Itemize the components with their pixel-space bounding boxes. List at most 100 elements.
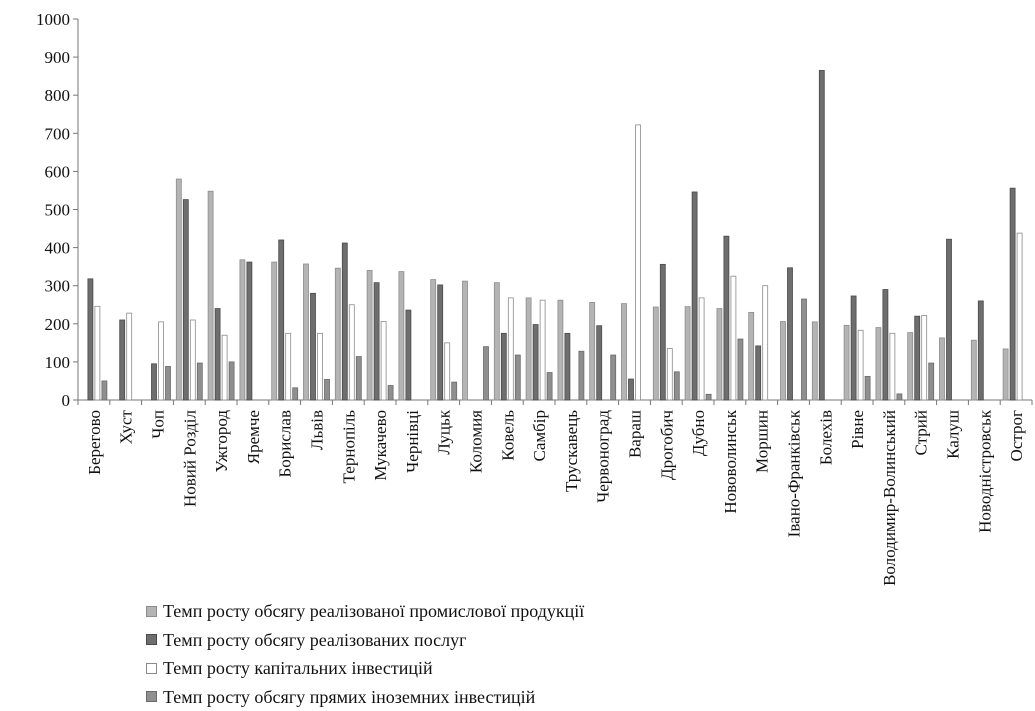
bar [685, 307, 690, 400]
x-category-label: Самбір [530, 410, 549, 462]
bar [318, 333, 323, 400]
y-tick-label: 0 [62, 391, 71, 410]
x-category-label: Володимир-Волинський [880, 410, 899, 586]
bar [540, 300, 545, 400]
y-tick-label: 1000 [36, 10, 70, 29]
bar [445, 343, 450, 400]
legend-swatch-fdi [146, 691, 157, 702]
bar [197, 363, 202, 400]
x-category-label: Болехів [816, 410, 835, 465]
bar [501, 333, 506, 400]
y-tick-label: 100 [45, 353, 71, 372]
y-tick-label: 200 [45, 315, 71, 334]
x-category-label: Новодністровськ [975, 409, 994, 533]
bar [356, 357, 361, 400]
bar [166, 366, 171, 400]
bar [374, 283, 379, 400]
bar [342, 243, 347, 400]
bar [494, 283, 499, 400]
y-tick-label: 400 [45, 239, 71, 258]
bar [102, 381, 107, 400]
x-category-label: Рівне [848, 410, 867, 449]
y-tick-label: 900 [45, 48, 71, 67]
bar [819, 70, 824, 400]
bar [95, 306, 100, 400]
x-category-label: Дрогобич [657, 410, 676, 480]
y-tick-label: 800 [45, 86, 71, 105]
legend-item-fdi: Темп росту обсягу прямих іноземних інвес… [146, 683, 584, 711]
bar [515, 355, 520, 400]
bar [706, 394, 711, 400]
x-category-label: Берегово [85, 410, 104, 475]
bar [724, 236, 729, 400]
bar [876, 328, 881, 400]
bar [971, 340, 976, 400]
bar [120, 320, 125, 400]
x-category-label: Калуш [944, 410, 963, 459]
x-category-label: Дубно [689, 410, 708, 456]
bar [304, 264, 309, 400]
bar [381, 322, 386, 400]
y-tick-label: 500 [45, 201, 71, 220]
bars [88, 70, 1022, 400]
bar [438, 285, 443, 400]
bar [883, 290, 888, 400]
bar [311, 293, 316, 400]
legend-swatch-services [146, 634, 157, 645]
x-category-label: Ковель [498, 410, 517, 461]
x-category-label: Львів [308, 410, 327, 450]
bar [547, 373, 552, 400]
bar [293, 388, 298, 400]
bar [222, 335, 227, 400]
bar [699, 298, 704, 400]
bar [674, 372, 679, 400]
bar [183, 200, 188, 400]
bar [152, 364, 157, 400]
bar [279, 240, 284, 400]
x-category-label: Тернопіль [339, 410, 358, 484]
bar [611, 355, 616, 400]
bar [763, 286, 768, 400]
bar [897, 394, 902, 400]
x-category-label: Чоп [149, 410, 168, 439]
bar [325, 379, 330, 400]
y-tick-label: 600 [45, 162, 71, 181]
bar [940, 338, 945, 400]
bar [781, 322, 786, 400]
y-tick-label: 700 [45, 124, 71, 143]
bar [597, 326, 602, 400]
bar [908, 333, 913, 400]
x-category-label: Борислав [276, 410, 295, 477]
x-category-label: Луцьк [435, 409, 454, 454]
bar [692, 192, 697, 400]
bar [858, 330, 863, 400]
bar [802, 299, 807, 400]
x-category-label: Чернівці [403, 410, 422, 473]
bar [452, 382, 457, 400]
legend-label-capital: Темп росту капітальних інвестицій [163, 654, 433, 683]
bar [335, 268, 340, 400]
bar [272, 262, 277, 400]
bar [788, 268, 793, 400]
bar [590, 302, 595, 400]
axes [78, 19, 1032, 405]
bar [738, 339, 743, 400]
bar [865, 376, 870, 400]
x-category-label: Мукачево [371, 410, 390, 481]
bar [508, 298, 513, 400]
bar [1003, 349, 1008, 400]
legend-swatch-industrial [146, 606, 157, 617]
bar [915, 316, 920, 400]
bar [533, 325, 538, 400]
bar [247, 262, 252, 400]
bar [240, 260, 245, 400]
bar [208, 191, 213, 400]
bar [660, 264, 665, 400]
legend-item-industrial: Темп росту обсягу реалізованої промислов… [146, 597, 584, 626]
bar [731, 276, 736, 400]
legend-item-capital: Темп росту капітальних інвестицій [146, 654, 584, 683]
bar [844, 325, 849, 400]
bar [399, 272, 404, 400]
x-category-label: Яремче [244, 410, 263, 464]
legend-item-services: Темп росту обсягу реалізованих послуг [146, 626, 584, 655]
